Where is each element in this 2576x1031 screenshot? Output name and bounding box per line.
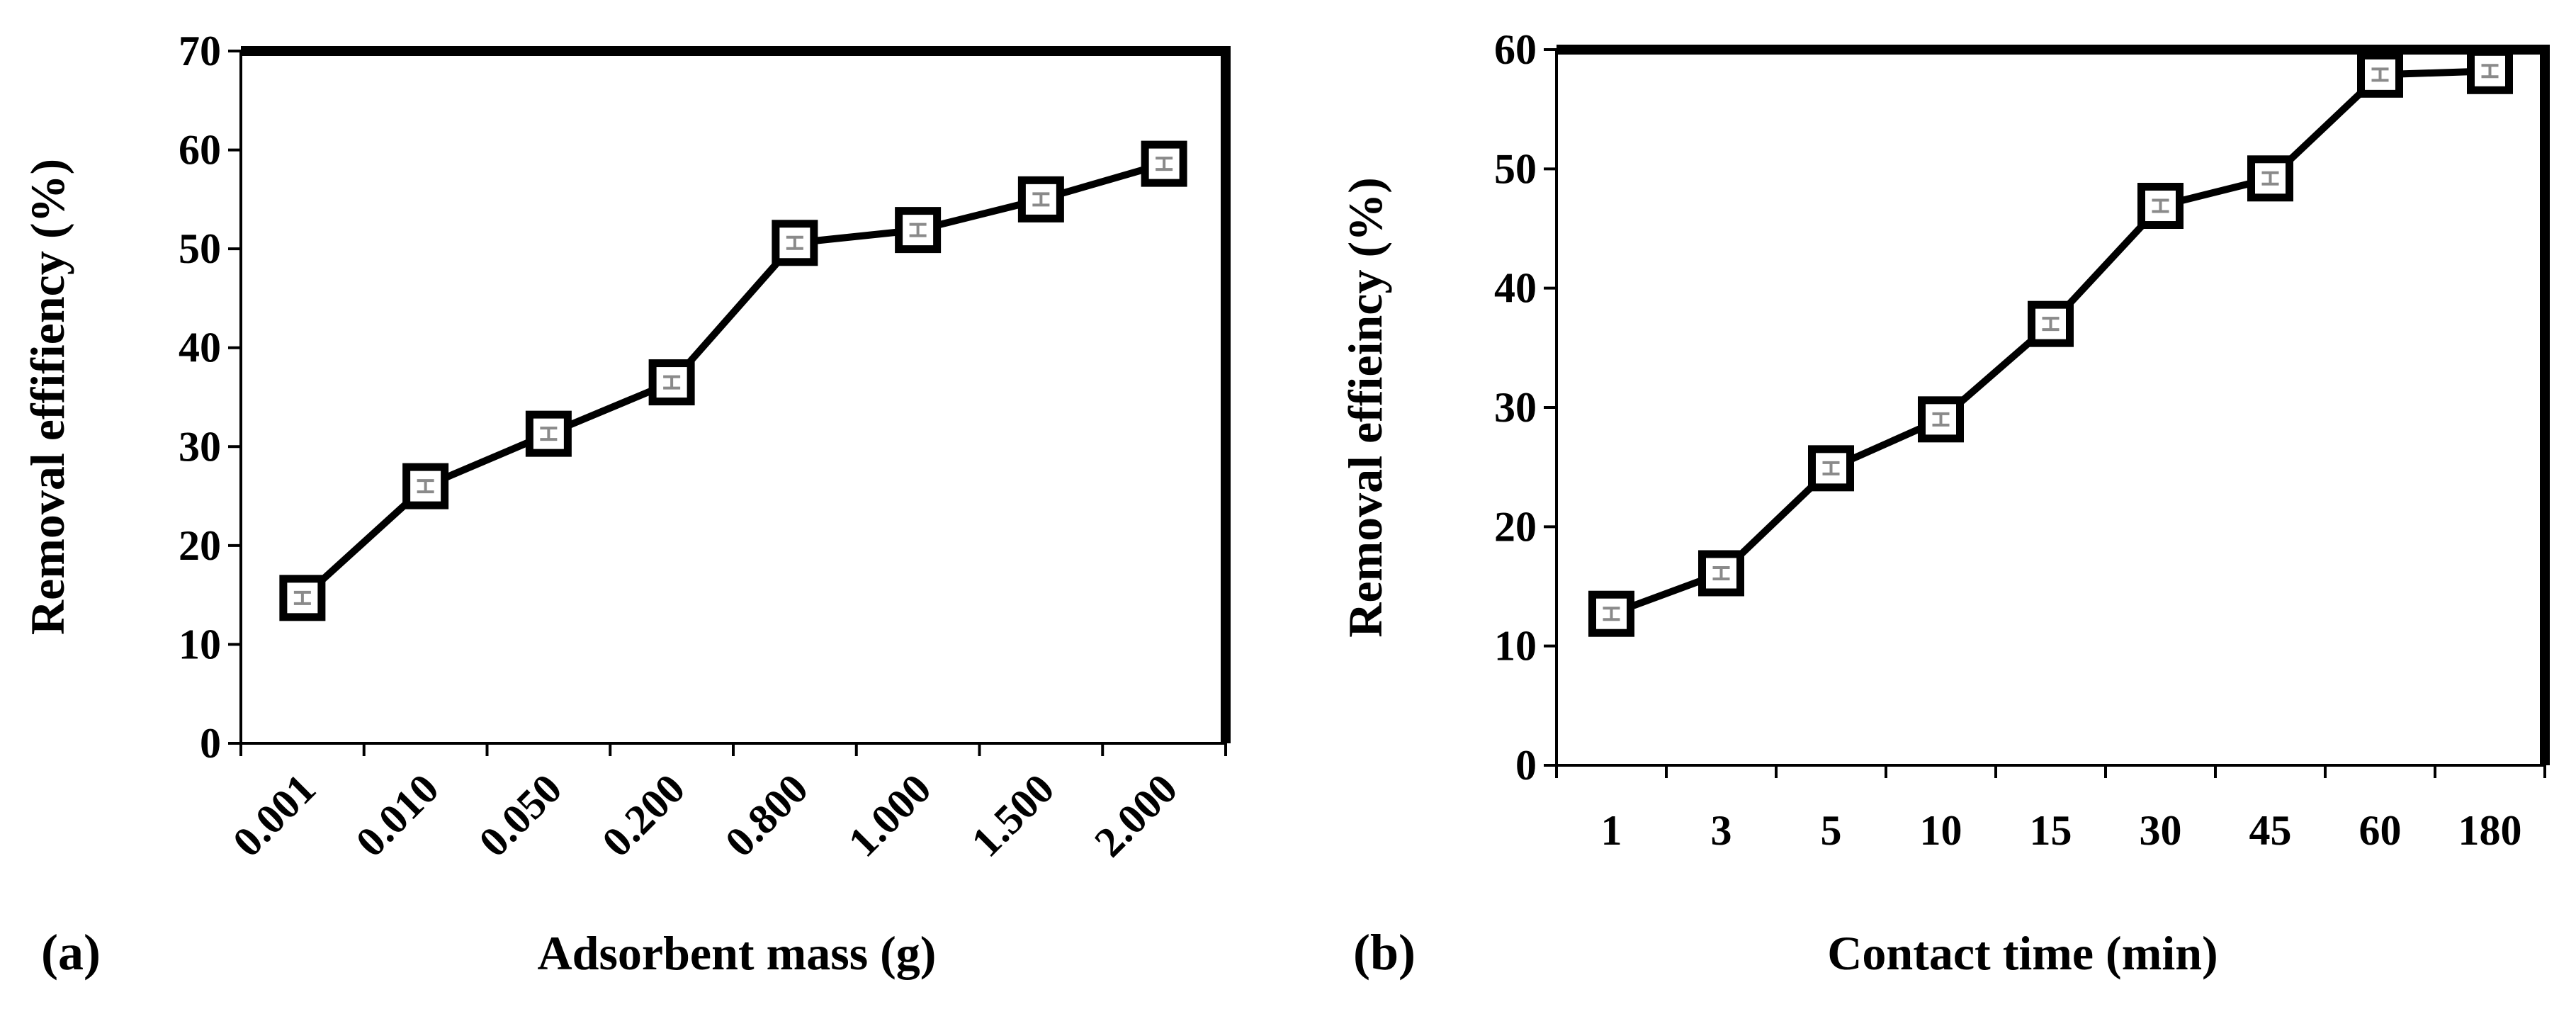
x-tick-label: 0.050 [470, 765, 570, 866]
x-tick-label: 2.000 [1085, 765, 1186, 866]
y-tick-label: 50 [179, 225, 221, 272]
data-point-marker [648, 359, 695, 406]
data-point-marker [525, 410, 572, 457]
x-tick-label: 0.200 [593, 765, 694, 866]
x-tick-label: 180 [2458, 807, 2522, 854]
data-point-marker [1017, 176, 1064, 222]
marker-square [402, 463, 449, 509]
y-tick-label: 60 [1494, 26, 1537, 73]
data-point-marker [1698, 550, 1744, 597]
panel-b-chart: 0 10 20 30 40 50 60 1 3 5 10 15 30 45 60 180 Removal eff… [1338, 26, 2550, 981]
x-tick-label: 60 [2359, 807, 2402, 854]
x-tick-label: 1.000 [840, 765, 940, 866]
data-point-marker [2357, 51, 2403, 98]
marker-square [1918, 396, 1964, 443]
y-axis-title: Removal effieincy (%) [1338, 177, 1392, 638]
data-point-marker [1918, 396, 1964, 443]
y-tick-label: 30 [179, 423, 221, 470]
y-tick-label: 10 [179, 621, 221, 667]
data-point-marker [2247, 155, 2293, 202]
data-point-marker [279, 575, 326, 621]
x-tick-label: 0.010 [347, 765, 448, 866]
marker-square [279, 575, 326, 621]
data-point-marker [1808, 445, 1854, 492]
x-tick-label: 5 [1821, 807, 1842, 854]
x-axis-title: Adsorbent mass (g) [538, 926, 937, 980]
data-point-marker [1141, 140, 1187, 187]
panel-label: (b) [1353, 924, 1416, 981]
series-line [300, 160, 1165, 601]
y-tick-label: 40 [1494, 265, 1537, 312]
x-tick-label: 10 [1920, 807, 1962, 854]
x-tick-label: 1 [1601, 807, 1622, 854]
data-point-marker [2028, 300, 2074, 347]
x-tick-label: 45 [2249, 807, 2292, 854]
y-tick-label: 40 [179, 325, 221, 371]
y-tick-label: 10 [1494, 623, 1537, 670]
y-tick-label: 20 [179, 522, 221, 569]
x-tick-label: 15 [2030, 807, 2072, 854]
data-point-marker [772, 220, 818, 266]
y-tick-label: 20 [1494, 503, 1537, 550]
y-tick-label: 60 [179, 127, 221, 174]
x-tick-label: 30 [2140, 807, 2182, 854]
x-tick-label: 0.001 [224, 765, 324, 866]
marker-square [1698, 550, 1744, 597]
panel-a-chart: 0 10 20 30 40 50 60 70 0.001 0.010 0.050 0.200 0.800… [21, 28, 1231, 981]
data-point-marker [402, 463, 449, 509]
data-point-marker [2467, 47, 2513, 94]
x-tick-label: 1.500 [962, 765, 1063, 866]
y-tick-label: 70 [179, 28, 221, 74]
y-tick-label: 50 [1494, 145, 1537, 192]
data-point-marker [895, 207, 942, 254]
y-tick-label: 0 [1515, 742, 1537, 789]
x-tick-label: 0.800 [716, 765, 817, 866]
y-axis-title: Removal effifiency (%) [21, 159, 74, 635]
marker-square [2137, 183, 2184, 230]
data-point-marker [2137, 183, 2184, 230]
y-tick-label: 0 [200, 720, 221, 767]
x-tick-label: 3 [1711, 807, 1732, 854]
y-tick-label: 30 [1494, 384, 1537, 431]
marker-square [1808, 445, 1854, 492]
x-axis-title: Contact time (min) [1827, 926, 2218, 980]
data-point-marker [1588, 590, 1634, 637]
panel-label: (a) [41, 924, 101, 981]
